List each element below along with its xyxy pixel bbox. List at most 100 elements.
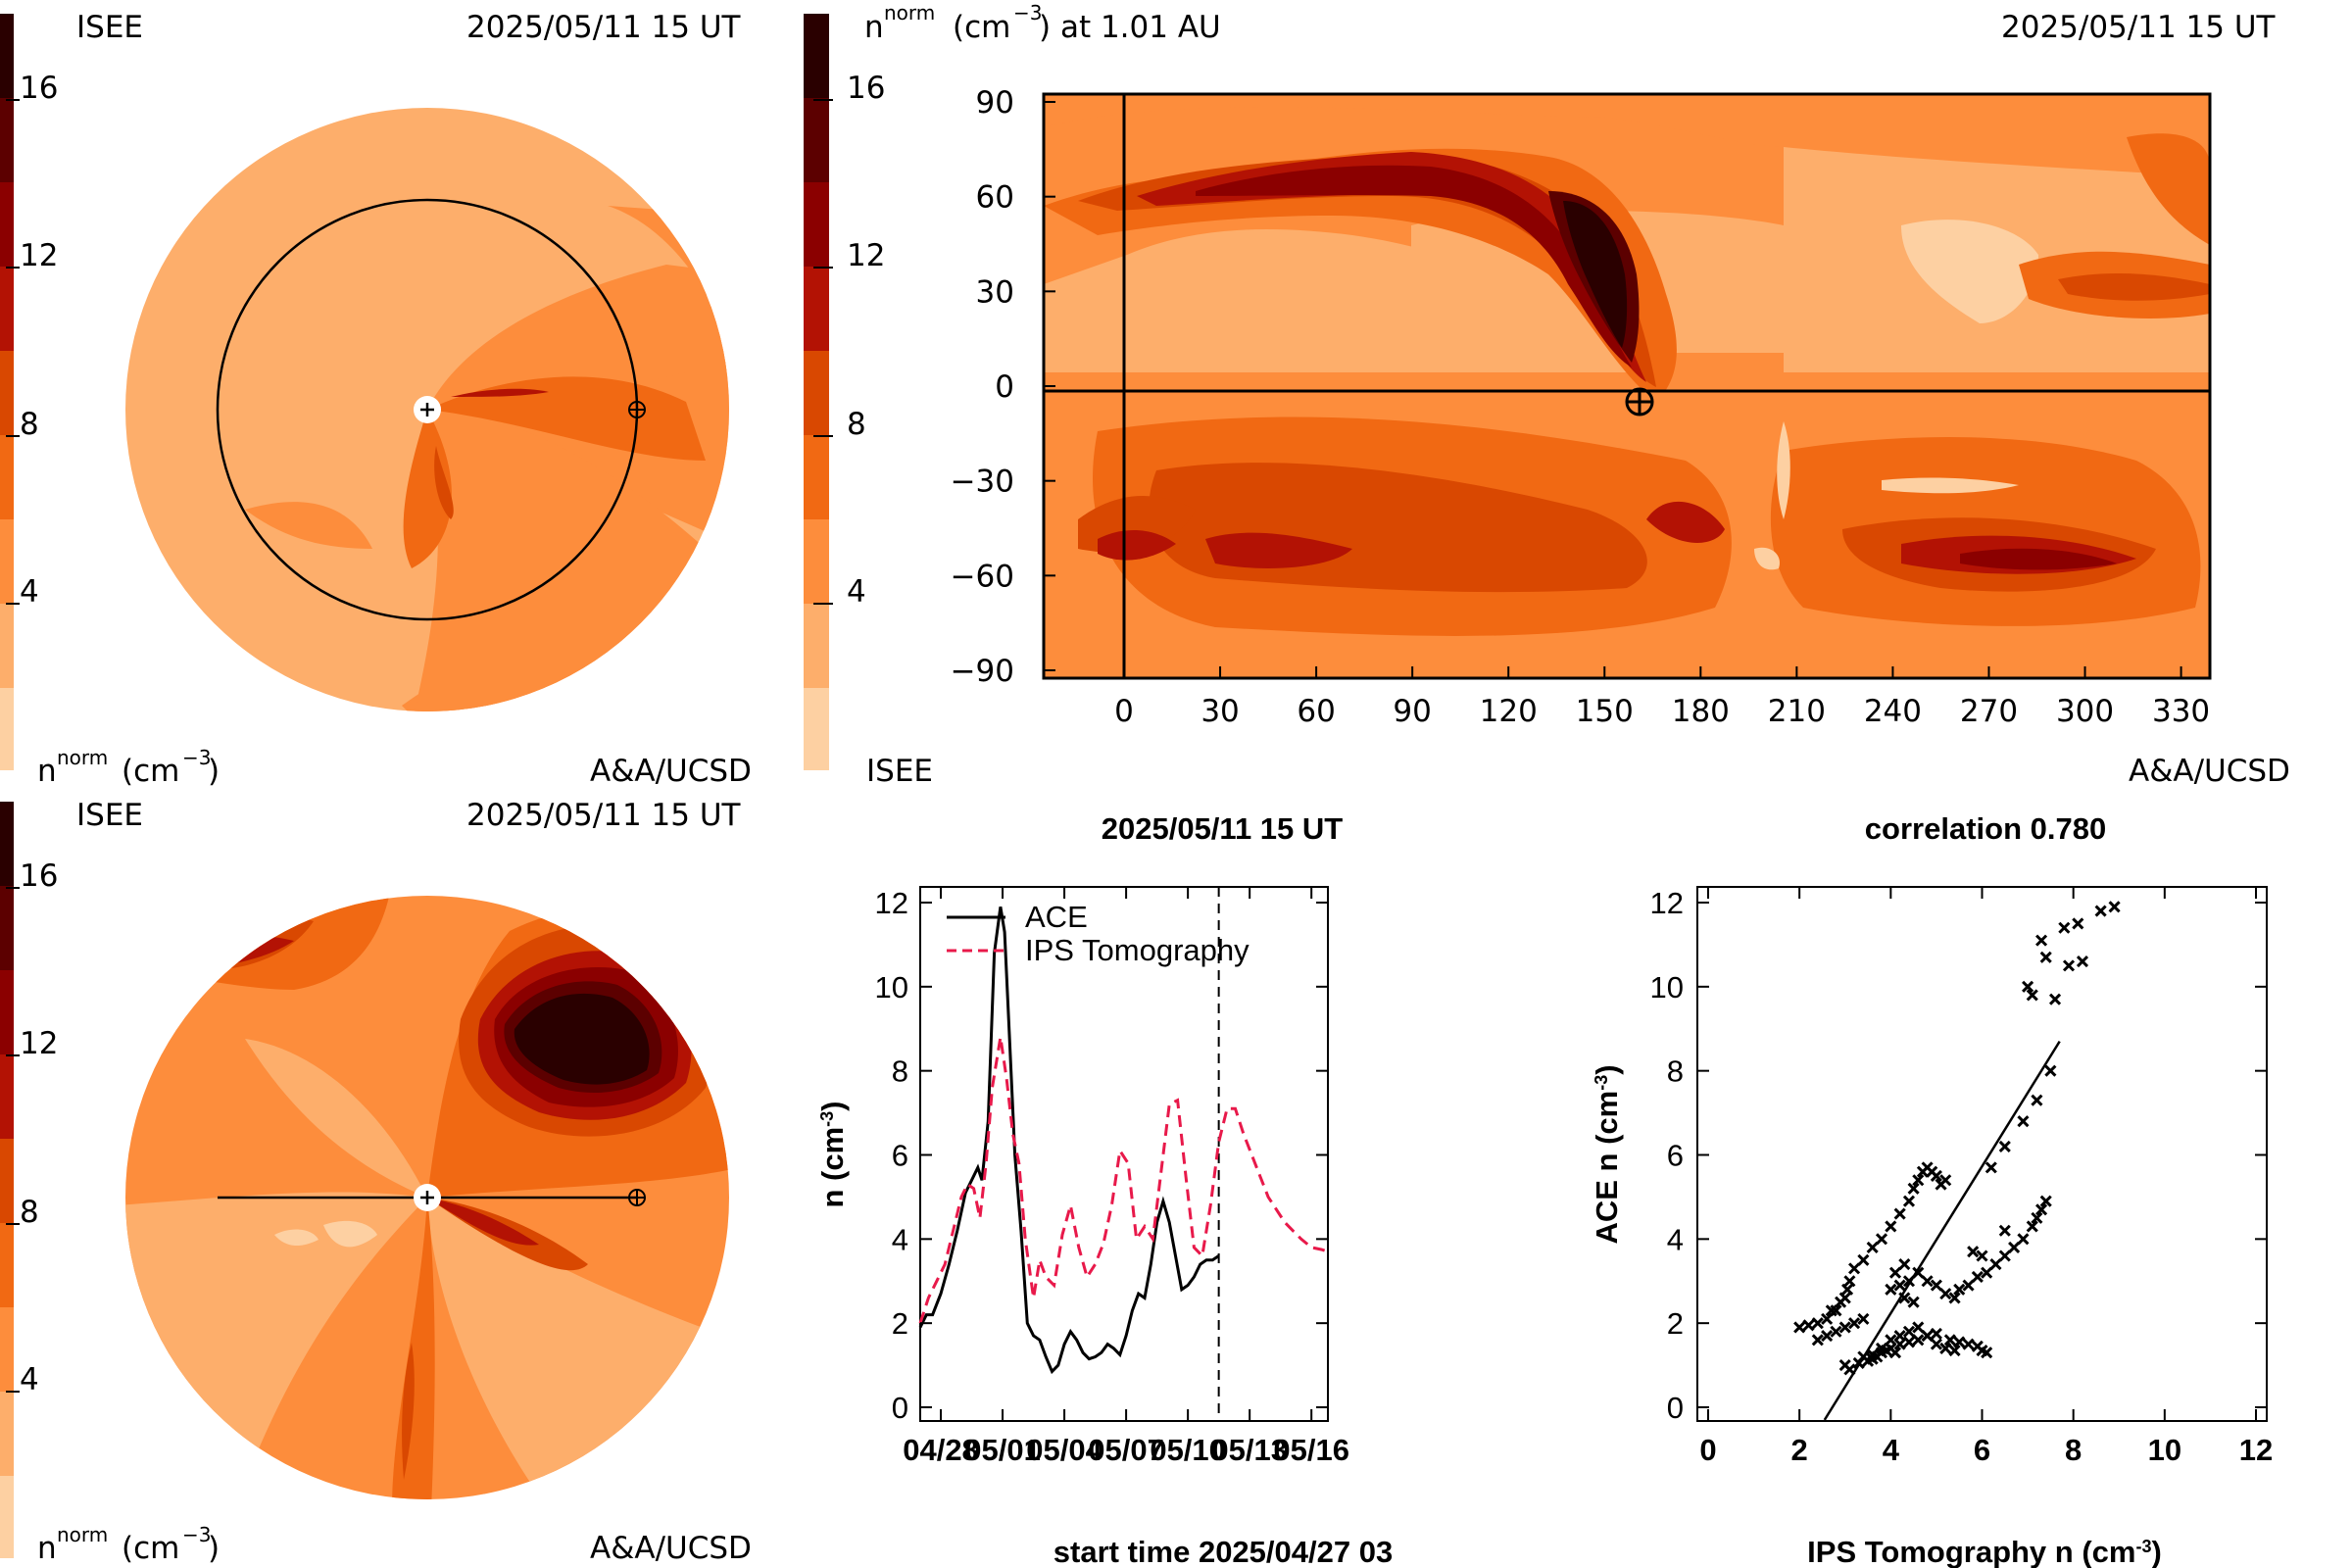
line-x-axis-label: start time 2025/04/27 03 (1054, 1535, 1393, 1568)
org-label-bottom: ISEE (76, 798, 143, 833)
scatter-point (2094, 905, 2107, 917)
map-x-tick-label: 0 (1114, 694, 1134, 729)
scatter-point (1838, 1321, 1851, 1334)
datetime-label-map: 2025/05/11 15 UT (2001, 10, 2277, 45)
scatter-point (1907, 1182, 1920, 1195)
svg-text:−3: −3 (1013, 1, 1042, 24)
scatter-point (1912, 1266, 1925, 1279)
svg-text:) at 1.01 AU: ) at 1.01 AU (1039, 10, 1221, 45)
scatter-point (1841, 1283, 1854, 1296)
legend-ace: ACE (1025, 900, 1088, 934)
scatter-point (1885, 1334, 1897, 1347)
scatter-point (1962, 1338, 1975, 1350)
scatter-x-tick-label: 10 (2148, 1433, 2181, 1467)
svg-text:−3: −3 (182, 1523, 211, 1546)
scatter-point (1893, 1329, 1906, 1343)
scatter-point (1802, 1319, 1815, 1332)
svg-text:n: n (864, 10, 884, 45)
scatter-y-tick-label: 6 (1667, 1139, 1684, 1173)
scatter-point (1793, 1321, 1806, 1334)
scatter-point (1967, 1246, 1980, 1258)
scatter-point (1962, 1279, 1975, 1292)
svg-text:): ) (208, 754, 220, 789)
line-x-tick-label: 05/16 (1273, 1433, 1349, 1467)
svg-text:): ) (208, 1531, 220, 1566)
scatter-point (2017, 1115, 2030, 1128)
scatter-point (1921, 1275, 1934, 1288)
scatter-x-tick-label: 2 (1791, 1433, 1808, 1467)
scatter-point (2039, 951, 2052, 963)
datetime-label: 2025/05/11 15 UT (466, 10, 742, 45)
svg-text:4: 4 (20, 1362, 39, 1397)
scatter-point (1811, 1334, 1824, 1347)
scatter-point (1998, 1140, 2011, 1152)
scatter-point (1989, 1258, 2002, 1271)
colorbar-tick-8: 8 (20, 407, 39, 442)
line-y-tick-label: 4 (892, 1222, 908, 1256)
map-y-ticks: 90 60 30 0 −30 −60 −90 (951, 85, 1055, 689)
ips-series-line (918, 1037, 1329, 1324)
scatter-y-axis-label: ACE n (cm-3) (1590, 1064, 1624, 1244)
colorbar-tick-4: 4 (20, 574, 39, 610)
scatter-point (1912, 1174, 1925, 1187)
scatter-point (1848, 1262, 1861, 1275)
map-y-tick-label: 90 (976, 85, 1014, 121)
scatter-point (2008, 1241, 2021, 1253)
svg-text:n (cm-3): n (cm-3) (815, 1101, 850, 1207)
scatter-point (1821, 1329, 1834, 1343)
scatter-y-tick-label: 12 (1650, 886, 1684, 920)
line-legend: ACE IPS Tomography (947, 900, 1250, 967)
scatter-point (2034, 934, 2048, 947)
scatter-x-tick-label: 4 (1883, 1433, 1900, 1467)
earth-marker-bottom (628, 1189, 646, 1206)
line-x-tick-label: 05/10 (1150, 1433, 1226, 1467)
line-x-tick-label: 04/28 (903, 1433, 979, 1467)
scatter-point (2034, 1203, 2048, 1216)
line-x-tick-label: 05/07 (1088, 1433, 1164, 1467)
legend-ips: IPS Tomography (1025, 933, 1250, 967)
scatter-point (1912, 1334, 1925, 1347)
scatter-point (1984, 1161, 1997, 1174)
scatter-point (2076, 956, 2089, 968)
scatter-point (1902, 1275, 1916, 1288)
scatter-point (1821, 1312, 1834, 1325)
line-y-tick-label: 2 (892, 1306, 908, 1341)
scatter-point (1976, 1250, 1988, 1262)
scatter-point (1848, 1317, 1861, 1330)
scatter-point (1939, 1342, 1952, 1354)
line-y-tick-label: 8 (892, 1054, 908, 1089)
scatter-point (1902, 1195, 1916, 1207)
latlon-map: 4 8 12 16 n norm (cm −3 ) at 1.01 AU 202… (804, 1, 2290, 789)
svg-text:4: 4 (847, 574, 866, 610)
svg-text:ACE n (cm-3): ACE n (cm-3) (1590, 1064, 1624, 1244)
scatter-point (1857, 1253, 1870, 1266)
scatter-point (2039, 1195, 2052, 1207)
credit-label: A&A/UCSD (590, 754, 752, 789)
scatter-point (2058, 921, 2071, 934)
scatter-point (2062, 959, 2076, 972)
line-x-tick-label: 05/13 (1211, 1433, 1288, 1467)
svg-text:norm: norm (57, 746, 108, 769)
scatter-x-tick-label: 0 (1699, 1433, 1716, 1467)
line-y-tick-label: 0 (892, 1391, 908, 1425)
scatter-x-ticks: 0 2 4 6 8 10 12 (1699, 887, 2273, 1467)
svg-text:norm: norm (884, 1, 935, 24)
scatter-y-tick-label: 8 (1667, 1054, 1684, 1089)
svg-text:8: 8 (20, 1195, 39, 1230)
svg-text:−3: −3 (182, 746, 211, 769)
scatter-point (1998, 1250, 2011, 1262)
sun-marker-bottom (414, 1184, 441, 1211)
polar-map-top: 4 8 12 16 ISEE 2025/05/11 15 UT n norm (… (0, 10, 752, 789)
scatter-point (1866, 1348, 1879, 1361)
colorbar-top-right: 4 8 12 16 (804, 14, 885, 770)
earth-marker-map (1625, 387, 1654, 416)
org-label-map: ISEE (866, 754, 933, 789)
scatter-point (2017, 1233, 2030, 1246)
scatter-x-axis-label: IPS Tomography n (cm-3) (1807, 1535, 2162, 1568)
line-x-tick-label: 05/04 (1026, 1433, 1102, 1467)
line-y-tick-label: 6 (892, 1139, 908, 1173)
scatter-point (2044, 1064, 2057, 1077)
scatter-point (1893, 1279, 1906, 1292)
scatter-point (1921, 1329, 1934, 1343)
